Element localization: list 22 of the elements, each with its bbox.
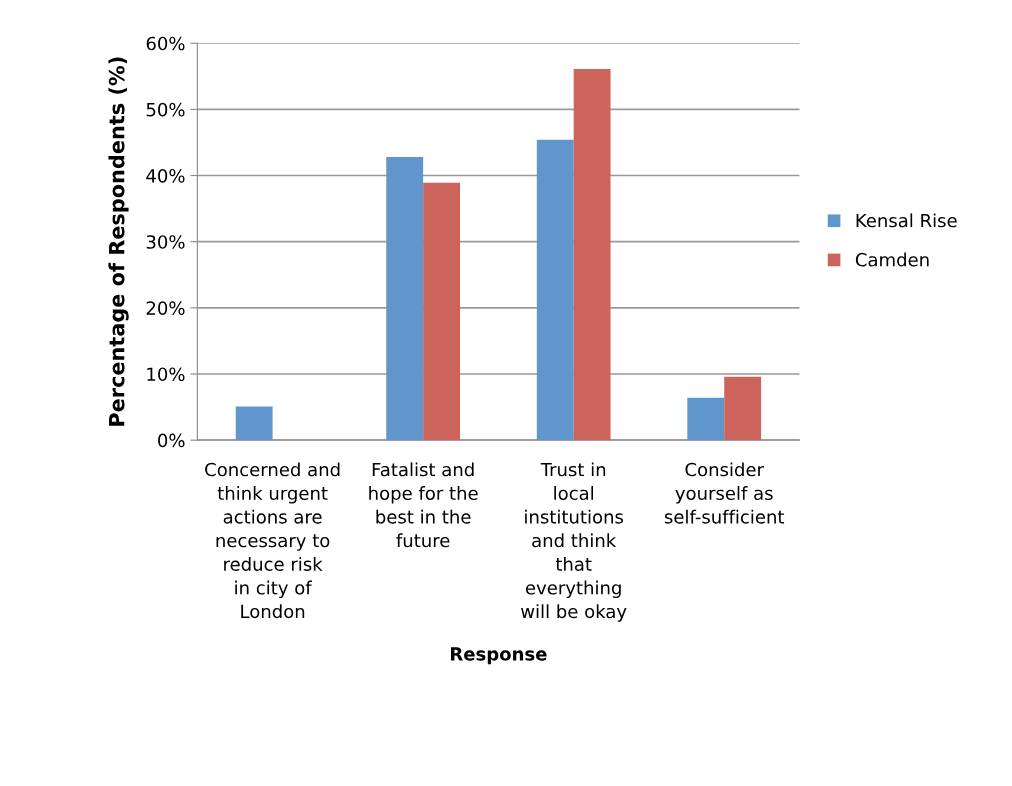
y-tick-label: 20% [146,301,185,315]
legend-label: Camden [855,252,929,267]
bar [687,397,725,441]
y-tick-label: 10% [147,367,185,382]
y-axis-title: Percentage of Respondents (%) [108,57,129,426]
bar [235,406,273,441]
bar [573,69,611,441]
bar [423,182,461,441]
x-tick-label: Trust in local institutions and think that everything will be okay [521,462,627,622]
bar [536,139,574,441]
x-tick-label: Concerned and think urgent actions are necessary to reduce risk in city of London [205,462,340,619]
x-tick-label: Fatalist and hope for the best in the future [369,462,478,548]
y-tick-label: 40% [146,169,185,183]
y-tick-label: 60% [146,36,185,51]
x-axis-title: Response [451,647,547,665]
bar [724,376,762,441]
y-tick-label: 0% [158,433,185,448]
y-tick-label: 30% [146,235,185,249]
legend-label: Kensal Rise [856,213,957,228]
y-tick-label: 50% [146,102,185,117]
x-tick-label: Consider yourself as self-sufficient [664,462,785,524]
bar [386,157,424,441]
